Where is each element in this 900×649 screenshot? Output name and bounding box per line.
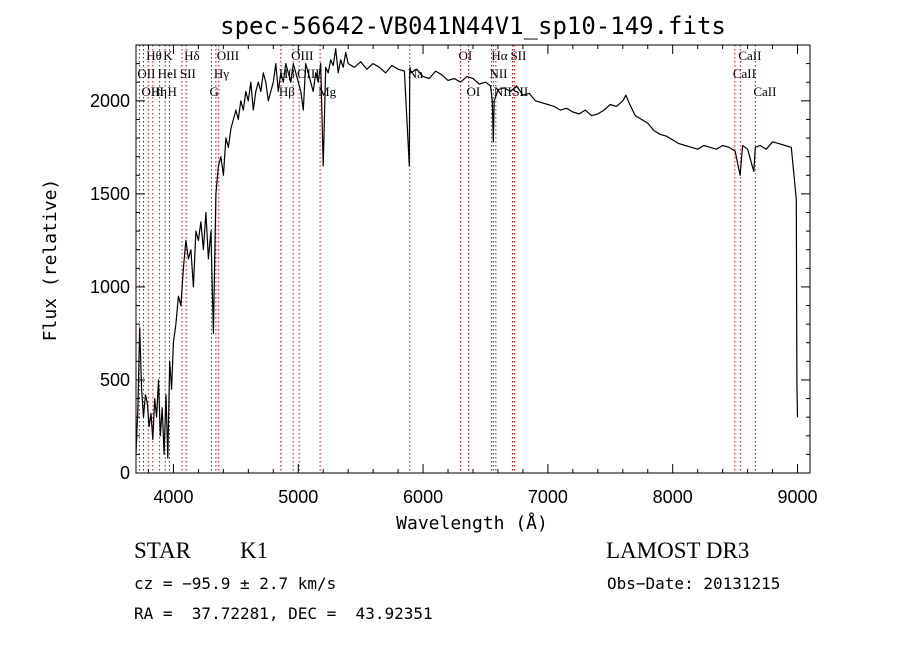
marker-label-15: OIII: [297, 66, 319, 81]
marker-label-12: OIII: [291, 48, 313, 63]
marker-label-9: OIII: [217, 48, 239, 63]
marker-label-22: NII: [489, 66, 507, 81]
marker-label-14: Hβ: [279, 84, 295, 99]
y-tick-label-1: 500: [100, 370, 130, 390]
marker-label-16: Mg: [318, 84, 337, 99]
y-tick-label-0: 0: [120, 463, 130, 483]
x-axis-label: Wavelength (Å): [396, 512, 548, 534]
x-tick-label-2: 6000: [403, 487, 443, 507]
marker-label-21: SII: [510, 48, 526, 63]
marker-label-2: OIII: [141, 84, 163, 99]
marker-label-8: Hδ: [184, 48, 200, 63]
chart-title: spec-56642-VB041N44V1_sp10-149.fits: [220, 12, 726, 40]
x-tick-label-4: 8000: [653, 487, 693, 507]
sky-coordinates: RA = 37.72281, DEC = 43.92351: [134, 604, 433, 623]
series-line-0: [135, 48, 799, 459]
marker-label-1: OII: [137, 66, 155, 81]
y-axis-label: Flux (relative): [40, 179, 61, 342]
marker-label-13: Hβ: [279, 66, 295, 81]
survey-name: LAMOST DR3: [606, 538, 750, 563]
marker-label-17: Na: [408, 66, 423, 81]
x-tick-label-0: 4000: [153, 487, 193, 507]
marker-label-27: CaII: [753, 84, 776, 99]
marker-label-24: SII: [512, 84, 528, 99]
object-class: STAR: [134, 538, 191, 563]
marker-label-11: G: [210, 84, 219, 99]
x-tick-label-3: 7000: [528, 487, 568, 507]
x-tick-label-1: 5000: [278, 487, 318, 507]
marker-label-26: CaII: [733, 66, 756, 81]
object-subclass: K1: [240, 538, 269, 563]
x-tick-label-5: 9000: [777, 487, 817, 507]
marker-label-20: Hα: [491, 48, 507, 63]
marker-label-0: Hθ: [146, 48, 162, 63]
spectral-line-markers: [138, 45, 756, 473]
y-tick-label-4: 2000: [90, 91, 130, 111]
marker-label-25: CaII: [738, 48, 761, 63]
spectrum-series: [135, 48, 799, 459]
marker-label-3: K: [163, 48, 173, 63]
marker-label-18: OI: [459, 48, 473, 63]
axis-ticks: 4000 5000 6000 7000 8000 9000 0 500 1000 1500 2000: [90, 44, 818, 507]
redshift-cz: cz = −95.9 ± 2.7 km/s: [134, 574, 337, 593]
marker-label-4: HeI: [158, 66, 178, 81]
y-tick-label-3: 1500: [90, 184, 130, 204]
plot-frame: [135, 44, 811, 474]
marker-label-23: NII: [494, 84, 512, 99]
y-tick-label-2: 1000: [90, 277, 130, 297]
marker-label-6: SII: [180, 66, 196, 81]
marker-label-19: OI: [467, 84, 481, 99]
marker-label-5: Hη: [151, 84, 167, 99]
marker-label-7: H: [167, 84, 176, 99]
observation-date: Obs−Date: 20131215: [607, 574, 781, 593]
marker-label-10: Hγ: [214, 66, 229, 81]
